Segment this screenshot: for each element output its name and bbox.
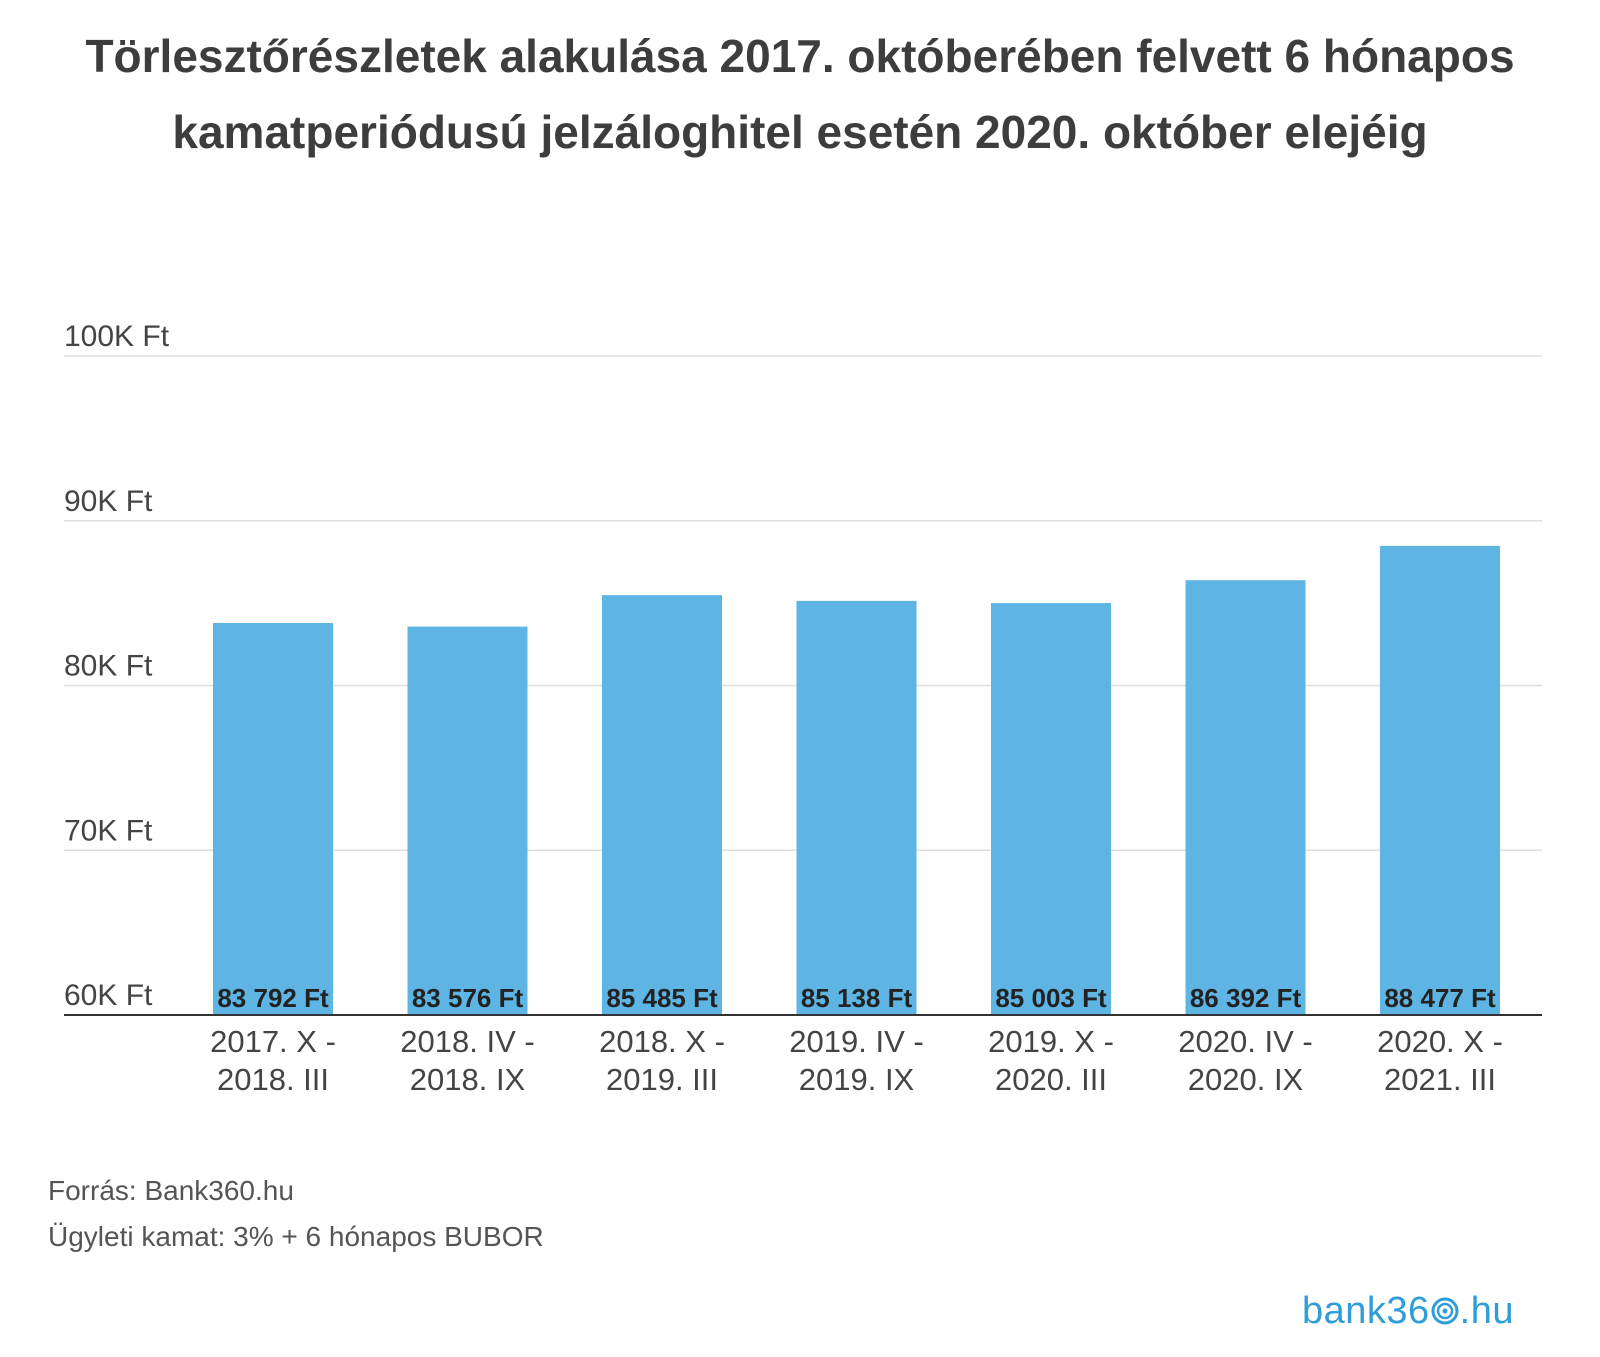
- data-label: 83 792 Ft: [217, 983, 329, 1013]
- y-tick-label: 90K Ft: [64, 485, 153, 518]
- logo-ring-icon: [1431, 1297, 1459, 1325]
- x-tick-label: 2017. X -2018. III: [210, 1024, 336, 1097]
- x-axis-ticks: 2017. X -2018. III 2018. IV -2018. IX 2018…: [210, 1024, 1503, 1097]
- bar: [602, 595, 722, 1015]
- data-label: 85 485 Ft: [606, 983, 718, 1013]
- rate-note: Ügyleti kamat: 3% + 6 hónapos BUBOR: [48, 1221, 544, 1252]
- data-label: 85 003 Ft: [995, 983, 1107, 1013]
- data-label: 86 392 Ft: [1190, 983, 1302, 1013]
- x-tick-label: 2018. IV -2018. IX: [400, 1024, 534, 1097]
- bar: [991, 603, 1111, 1015]
- bar: [796, 600, 917, 1015]
- bar: [213, 623, 333, 1015]
- x-tick-label: 2019. IV -2019. IX: [789, 1024, 923, 1097]
- data-label: 83 576 Ft: [412, 983, 524, 1013]
- data-label: 85 138 Ft: [801, 983, 913, 1013]
- x-tick-label: 2019. X -2020. III: [988, 1024, 1114, 1097]
- logo-text-start: bank36: [1302, 1290, 1430, 1332]
- x-tick-label: 2020. X -2021. III: [1377, 1024, 1503, 1097]
- chart-notes: Forrás: Bank360.hu Ügyleti kamat: 3% + 6…: [48, 1168, 544, 1260]
- y-tick-label: 100K Ft: [64, 320, 170, 353]
- bar: [407, 626, 528, 1015]
- bar: [1380, 545, 1500, 1015]
- logo-text-end: .hu: [1459, 1290, 1514, 1332]
- x-tick-label: 2018. X -2019. III: [599, 1024, 725, 1097]
- source-note: Forrás: Bank360.hu: [48, 1175, 294, 1206]
- data-labels: 83 792 Ft 83 576 Ft 85 485 Ft 85 138 Ft 85 0…: [217, 983, 1496, 1013]
- bars: [213, 545, 1500, 1015]
- y-tick-label: 70K Ft: [64, 814, 153, 847]
- x-tick-label: 2020. IV -2020. IX: [1178, 1024, 1312, 1097]
- y-axis-ticks: 60K Ft 70K Ft 80K Ft 90K Ft 100K Ft: [64, 320, 170, 1012]
- bar: [1185, 580, 1306, 1015]
- y-tick-label: 80K Ft: [64, 650, 153, 683]
- y-tick-label: 60K Ft: [64, 979, 153, 1012]
- chart-title: Törlesztőrészletek alakulása 2017. októb…: [85, 30, 1515, 158]
- bank360-logo[interactable]: bank36 .hu: [1302, 1290, 1514, 1333]
- data-label: 88 477 Ft: [1384, 983, 1496, 1013]
